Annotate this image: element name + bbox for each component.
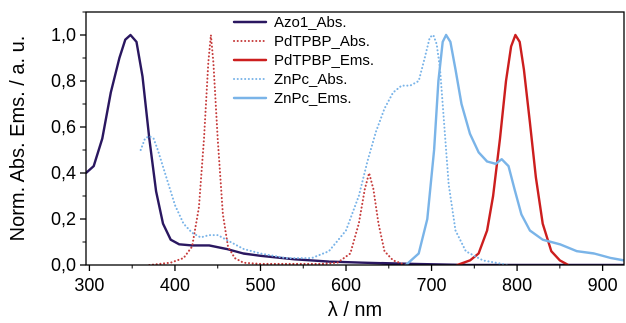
series-line-znpc-ems- xyxy=(404,33,624,265)
legend-label: ZnPc_Ems. xyxy=(274,90,352,107)
x-tick-label: 400 xyxy=(160,275,190,295)
y-tick-label: 0,2 xyxy=(51,209,76,229)
y-tick-label: 0,0 xyxy=(51,255,76,275)
legend: Azo1_Abs. PdTPBP_Abs. PdTPBP_Ems. ZnPc_Abs.… xyxy=(232,14,374,107)
x-tick-label: 800 xyxy=(502,275,532,295)
x-tick-label: 600 xyxy=(331,275,361,295)
y-tick-label: 0,6 xyxy=(51,117,76,137)
x-tick-label: 500 xyxy=(245,275,275,295)
x-axis-title: λ / nm xyxy=(328,299,382,321)
series-line-azo1-abs- xyxy=(86,33,624,265)
y-tick-label: 0,8 xyxy=(51,71,76,91)
y-tick-label: 0,4 xyxy=(51,163,76,183)
legend-label: Azo1_Abs. xyxy=(274,14,347,31)
axes: 300 400 500 600 700 800 900 0,0 0,2 0,4 0,6 0,8 1,0 xyxy=(51,11,625,295)
x-tick-label: 900 xyxy=(588,275,618,295)
series-line-pdtpbp-abs- xyxy=(148,34,407,265)
x-tick-label: 300 xyxy=(74,275,104,295)
series-line-pdtpbp-ems- xyxy=(456,33,570,265)
x-tick-label: 700 xyxy=(417,275,447,295)
y-axis-title: Norm. Abs. Ems. / a. u. xyxy=(7,36,29,242)
series-group xyxy=(86,33,624,265)
legend-label: PdTPBP_Ems. xyxy=(274,52,374,69)
legend-label: PdTPBP_Abs. xyxy=(274,33,370,50)
y-tick-label: 1,0 xyxy=(51,25,76,45)
series-line-znpc-abs- xyxy=(139,34,510,265)
plot-frame xyxy=(85,11,625,266)
legend-label: ZnPc_Abs. xyxy=(274,71,347,88)
